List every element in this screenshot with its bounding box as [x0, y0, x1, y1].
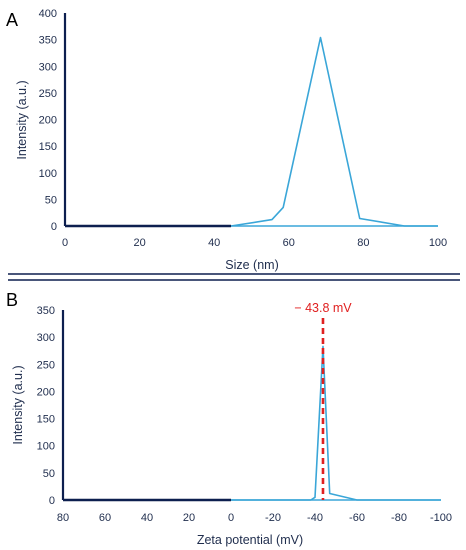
- panel-b-x-tick-labels: 80 60 40 20 0 -20 -40 -60 -80 -100: [57, 512, 452, 524]
- x-tick-label: 0: [228, 512, 234, 524]
- panel-a-y-tick-labels: 0 50 100 150 200 250 300 350 400: [39, 8, 57, 233]
- y-tick-label: 400: [39, 8, 57, 20]
- panel-b-x-axis-label: Zeta potential (mV): [197, 533, 303, 547]
- series-line: [65, 36, 438, 227]
- x-tick-label: 60: [99, 512, 111, 524]
- panel-a-y-axis-label: Intensity (a.u.): [15, 80, 29, 159]
- x-tick-label: 0: [62, 237, 68, 249]
- y-tick-label: 200: [37, 386, 55, 398]
- x-tick-label: -100: [430, 512, 452, 524]
- panel-b-axes: [61, 310, 441, 502]
- y-tick-label: 150: [39, 141, 57, 153]
- y-tick-label: 0: [51, 221, 57, 233]
- y-tick-label: 50: [43, 468, 55, 480]
- y-tick-label: 100: [39, 168, 57, 180]
- panel-b-series: [62, 345, 442, 501]
- series-line: [63, 345, 441, 501]
- x-tick-label: 40: [208, 237, 220, 249]
- panel-a-x-tick-labels: 0 20 40 60 80 100: [62, 237, 447, 249]
- x-tick-label: 20: [183, 512, 195, 524]
- x-tick-label: 40: [141, 512, 153, 524]
- x-tick-label: 80: [357, 237, 369, 249]
- x-tick-label: 100: [429, 237, 447, 249]
- panel-b-y-tick-labels: 0 50 100 150 200 250 300 350: [37, 305, 55, 507]
- x-tick-label: 80: [57, 512, 69, 524]
- y-tick-label: 150: [37, 414, 55, 426]
- x-tick-label: 20: [133, 237, 145, 249]
- y-tick-label: 300: [37, 332, 55, 344]
- panel-b-annotation: − 43.8 mV: [294, 301, 352, 500]
- y-tick-label: 200: [39, 115, 57, 127]
- y-tick-label: 0: [49, 495, 55, 507]
- y-tick-label: 250: [39, 88, 57, 100]
- x-tick-label: -40: [307, 512, 323, 524]
- y-tick-label: 300: [39, 61, 57, 73]
- y-tick-label: 350: [39, 35, 57, 47]
- y-tick-label: 50: [45, 194, 57, 206]
- y-tick-label: 350: [37, 305, 55, 317]
- y-tick-label: 100: [37, 441, 55, 453]
- annotation-label: − 43.8 mV: [294, 301, 352, 315]
- panel-b-y-axis-label: Intensity (a.u.): [11, 365, 25, 444]
- panel-a-x-axis-label: Size (nm): [225, 258, 278, 272]
- x-tick-label: -20: [265, 512, 281, 524]
- panel-label-a: A: [6, 10, 18, 30]
- panel-a-axes: [63, 13, 438, 228]
- y-tick-label: 250: [37, 359, 55, 371]
- x-tick-label: 60: [283, 237, 295, 249]
- x-tick-label: -60: [349, 512, 365, 524]
- x-tick-label: -80: [391, 512, 407, 524]
- panel-a-series: [64, 36, 439, 227]
- panel-label-b: B: [6, 290, 18, 310]
